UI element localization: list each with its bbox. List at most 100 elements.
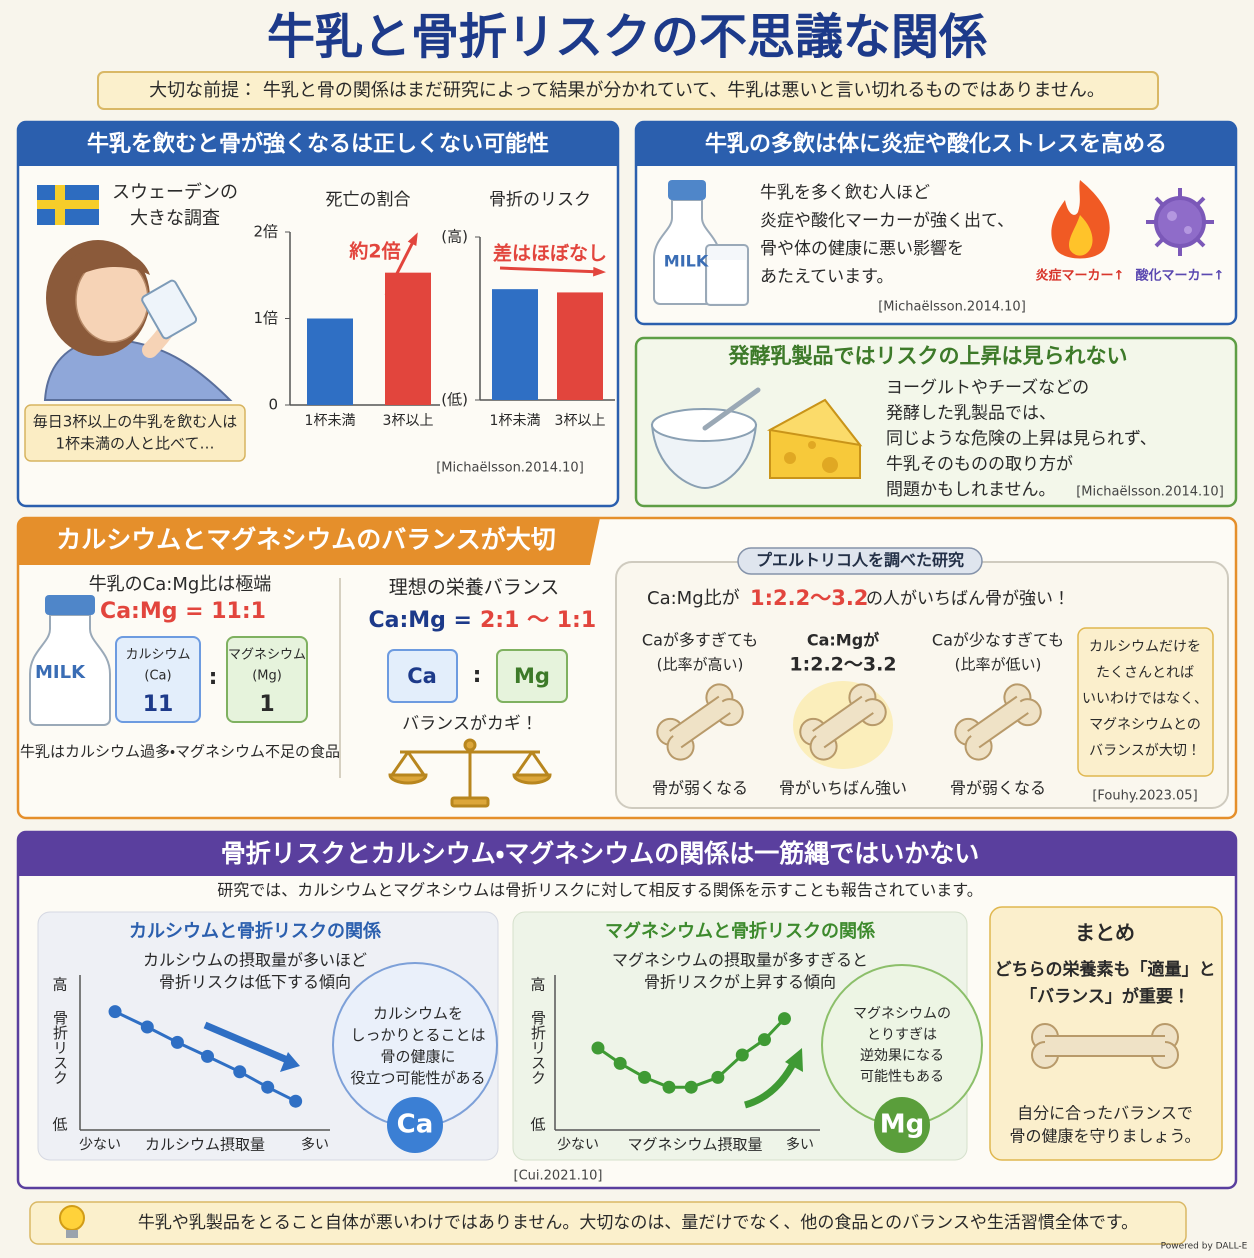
- panel-heading: カルシウムとマグネシウムのバランスが大切: [56, 525, 556, 554]
- milk-bottle: [29, 595, 111, 726]
- case-result: 骨が弱くなる: [652, 779, 748, 798]
- chart-title: 骨折のリスク: [489, 190, 591, 210]
- ca-box: [387, 649, 458, 703]
- body-text: 同じような危険の上昇は見られず、: [886, 429, 1157, 449]
- ratio-title: 牛乳のCa:Mg比は極端: [89, 574, 272, 595]
- virus-icon: [1146, 188, 1214, 256]
- nutrient-name: (Mg): [252, 669, 282, 684]
- callout: 逆効果になる: [860, 1048, 944, 1064]
- summary-lead: 「バランス」が重要！: [1020, 986, 1190, 1007]
- bar: [385, 272, 431, 405]
- scales-illustration-part: [512, 773, 552, 785]
- body-text: 骨や体の健康に悪い影響を: [760, 239, 964, 259]
- x-tick-label: 多い: [786, 1137, 814, 1153]
- data-point: [735, 1048, 749, 1062]
- milk-bottle: [653, 180, 749, 306]
- body-text: 発酵した乳製品では、: [886, 404, 1056, 424]
- y-tick-label: 1倍: [253, 309, 278, 327]
- x-tick-label: 少ない: [557, 1137, 599, 1153]
- bone-edge: [812, 695, 863, 732]
- fire-icon-part: [1069, 215, 1093, 256]
- marker-label: 酸化マーカー↑: [1136, 268, 1225, 284]
- yogurt-bowl-part: [650, 424, 758, 490]
- nutrient-value: 11: [143, 692, 174, 717]
- fracture-panel-part: [280, 1052, 300, 1072]
- source: [Cui.2021.10]: [514, 1169, 603, 1184]
- scales-illustration: [388, 738, 552, 808]
- body-text: 牛乳そのものの取り方が: [886, 455, 1073, 475]
- y-tick-label: 低: [52, 1116, 67, 1134]
- data-point: [662, 1080, 676, 1094]
- bulb-icon: [59, 1205, 85, 1238]
- marker-label: 炎症マーカー↑: [1036, 268, 1125, 284]
- y-tick-label: 2倍: [253, 223, 278, 241]
- milk-bottle-part: [45, 595, 95, 615]
- puerto-rico-panel-part: [737, 547, 983, 575]
- ratio-title: 理想の栄養バランス: [389, 577, 560, 599]
- fracture-panel-part: [785, 1048, 803, 1072]
- case-condition: 1:2.2〜3.2: [789, 654, 896, 676]
- panel-heading: 牛乳の多飲は体に炎症や酸化ストレスを高める: [705, 131, 1167, 157]
- case-condition: (比率が低い): [955, 656, 1042, 674]
- fracture-panel-part: [874, 1097, 930, 1153]
- data-point: [591, 1041, 605, 1055]
- data-point: [233, 1065, 247, 1079]
- data-point: [777, 1012, 791, 1026]
- x-axis-label: カルシウム摂取量: [145, 1136, 265, 1154]
- page-title: 牛乳と骨折リスクの不思議な関係: [267, 9, 987, 65]
- footer-message: 牛乳や乳製品をとること自体が悪いわけではありません。大切なのは、量だけでなく、他…: [138, 1213, 1138, 1233]
- bar: [492, 289, 538, 400]
- y-tick-label: 低: [530, 1116, 545, 1134]
- case-condition: Caが少なすぎても: [932, 631, 1064, 650]
- study-label: 大きな調査: [130, 208, 220, 229]
- chart-title: カルシウムと骨折リスクの関係: [129, 920, 382, 942]
- premise-box: [97, 71, 1159, 110]
- bar: [307, 318, 353, 405]
- body-text: あたえています。: [760, 267, 893, 287]
- callout: 可能性もある: [860, 1069, 944, 1085]
- nutrient-name: (Ca): [144, 669, 171, 684]
- scales-illustration-part: [388, 773, 428, 785]
- data-point: [108, 1005, 122, 1019]
- puerto-rico-panel-part: [1077, 627, 1214, 777]
- panel-heading: 牛乳を飲むと骨が強くなるは正しくない可能性: [87, 131, 549, 157]
- note: バランスが大切！: [1089, 743, 1201, 759]
- x-tick-label: 1杯未満: [305, 413, 356, 429]
- fracture-panel-part: [203, 1021, 294, 1066]
- x-tick-label: 3杯以上: [383, 413, 434, 429]
- summary-closing: 骨の健康を守りましょう。: [1009, 1127, 1200, 1146]
- annotation-arrowhead: [593, 266, 606, 277]
- chart-title: 死亡の割合: [326, 190, 411, 210]
- finding: Ca:Mg比が: [647, 588, 740, 609]
- woman-illustration-part: [141, 279, 198, 340]
- caption: 毎日3杯以上の牛乳を飲む人は: [33, 413, 238, 431]
- finding-ratio: 1:2.2〜3.2: [750, 586, 868, 610]
- chart-subtitle: 骨折リスクが上昇する傾向: [644, 973, 836, 992]
- intro: 研究では、カルシウムとマグネシウムは骨折リスクに対して相反する関係を示すことも報…: [217, 881, 982, 900]
- summary-title: まとめ: [1075, 921, 1135, 945]
- callout: しっかりとることは: [350, 1026, 485, 1044]
- milk-bottle-part: [668, 180, 706, 200]
- study-label: スウェーデンの: [112, 182, 238, 203]
- body-text: 炎症や酸化マーカーが強く出て、: [760, 211, 1014, 231]
- body-text: 問題かもしれません。: [886, 480, 1056, 500]
- annotation-arrowhead: [407, 232, 418, 246]
- scales-illustration-part: [463, 738, 477, 752]
- cheese-part: [784, 452, 796, 464]
- badge: Ca: [397, 1110, 434, 1140]
- bulb-icon-part: [59, 1205, 85, 1231]
- finding: の人がいちばん骨が強い！: [866, 589, 1070, 609]
- ca-box: [115, 636, 201, 723]
- virus-icon-part: [1184, 226, 1192, 234]
- annotation: 約2倍: [348, 240, 400, 263]
- yogurt-bowl-part: [651, 408, 757, 442]
- ratio-prefix: Ca:Mg =: [368, 608, 472, 633]
- case-condition: Ca:Mgが: [807, 631, 879, 650]
- scales-illustration-part: [514, 751, 534, 776]
- woman-illustration-part: [70, 248, 150, 280]
- callout: とりすぎは: [867, 1027, 937, 1043]
- annotation-arrow: [499, 266, 603, 274]
- balance-panel-part: [18, 518, 600, 565]
